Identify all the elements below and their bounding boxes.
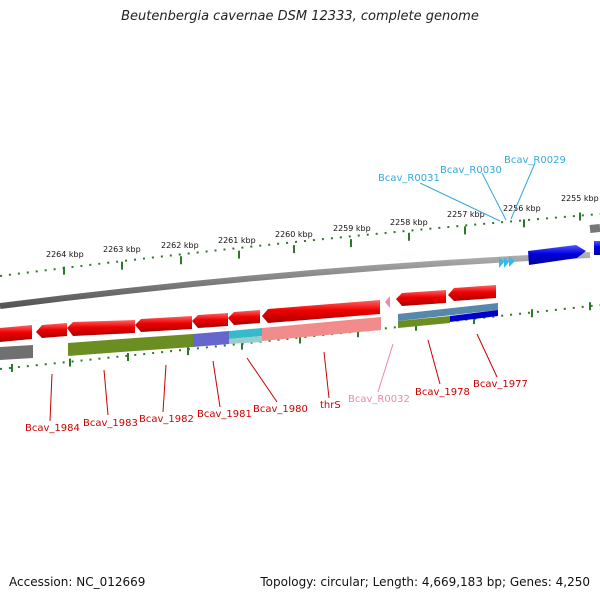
gene-arrow-blue-edge (594, 241, 600, 255)
trna-arrow (504, 257, 509, 268)
band-blue (450, 310, 498, 322)
cds-bcav-1984 (0, 325, 32, 342)
leader-bcav-r0032 (377, 343, 394, 393)
trna-arrow (509, 256, 515, 267)
ruler-tick-label: 2258 kbp (390, 218, 428, 227)
leader-thrs (323, 351, 330, 399)
leader-bcav-1981 (212, 360, 221, 408)
leader-bcav-1983 (103, 369, 109, 416)
genome-backbone-right (589, 224, 600, 233)
ruler-tick-label: 2257 kbp (447, 210, 485, 219)
topology-summary: Topology: circular; Length: 4,669,183 bp… (260, 575, 590, 589)
trna-arrows (499, 256, 515, 268)
ruler-tick-label: 2263 kbp (103, 245, 141, 254)
band-green-2 (135, 334, 193, 351)
ruler-tick-label: 2262 kbp (161, 241, 199, 250)
band-grey-left (0, 345, 33, 360)
cds-row-top (0, 285, 496, 342)
leader-bcav-1982 (162, 364, 167, 413)
ruler-tick-label: 2259 kbp (333, 224, 371, 233)
label-bcav-1980[interactable]: Bcav_1980 (253, 404, 308, 415)
band-green-3 (398, 316, 450, 328)
leader-bcav-1984 (49, 373, 53, 422)
genome-backbone (0, 252, 591, 309)
tick-labels: 2264 kbp 2263 kbp 2262 kbp 2261 kbp 2260 kbp… (46, 194, 599, 259)
label-bcav-1984[interactable]: Bcav_1984 (25, 423, 80, 434)
gene-arrow-blue (528, 245, 586, 265)
cds-thrs (262, 300, 380, 323)
label-bcav-1977[interactable]: Bcav_1977 (473, 379, 528, 390)
cds-bcav-1978 (396, 290, 446, 306)
rrna-bcav-r0032 (385, 296, 390, 308)
cds-bcav-1977 (448, 285, 496, 301)
gene-labels: Bcav_1984 Bcav_1983 Bcav_1982 Bcav_1981 … (25, 155, 566, 434)
label-bcav-r0029[interactable]: Bcav_R0029 (504, 155, 566, 166)
cds-bcav-1980 (228, 310, 260, 325)
band-green-1 (68, 338, 135, 356)
label-bcav-1982[interactable]: Bcav_1982 (139, 414, 194, 425)
upper-ruler (0, 213, 600, 277)
map-title: Beutenbergia cavernae DSM 12333, complet… (121, 9, 479, 24)
leader-bcav-1977 (476, 333, 498, 378)
band-pink (262, 317, 381, 341)
leader-bcav-r0031 (419, 182, 501, 222)
cds-bcav-1983-a (36, 323, 67, 338)
cds-bcav-1981 (192, 313, 228, 328)
label-bcav-1981[interactable]: Bcav_1981 (197, 409, 252, 420)
rna-leaders (419, 162, 536, 222)
label-bcav-r0031[interactable]: Bcav_R0031 (378, 173, 440, 184)
ruler-tick-label: 2261 kbp (218, 236, 256, 245)
accession-text: Accession: NC_012669 (9, 575, 146, 589)
label-bcav-1983[interactable]: Bcav_1983 (83, 418, 138, 429)
leader-bcav-r0029 (510, 162, 536, 220)
cds-bcav-1982 (135, 316, 192, 332)
leader-bcav-1978 (427, 339, 441, 385)
band-cyan (229, 328, 262, 339)
band-steel (398, 303, 498, 321)
ruler-tick-label: 2255 kbp (561, 194, 599, 203)
trna-arrow (499, 257, 504, 268)
leader-bcav-1980 (246, 357, 278, 403)
ruler-tick-label: 2256 kbp (503, 204, 541, 213)
ruler-tick-label: 2260 kbp (275, 230, 313, 239)
leader-bcav-r0030 (481, 172, 507, 221)
label-bcav-1978[interactable]: Bcav_1978 (415, 387, 470, 398)
label-bcav-r0030[interactable]: Bcav_R0030 (440, 165, 502, 176)
cds-bcav-1983 (67, 320, 135, 336)
band-cyan-lower (229, 336, 262, 344)
label-thrs[interactable]: thrS (320, 400, 341, 411)
ruler-tick-label: 2264 kbp (46, 250, 84, 259)
band-purple (193, 331, 229, 347)
major-ticks (11, 212, 591, 372)
gene-leaders (49, 333, 498, 422)
label-bcav-r0032[interactable]: Bcav_R0032 (348, 394, 410, 405)
feature-bands (0, 303, 498, 360)
